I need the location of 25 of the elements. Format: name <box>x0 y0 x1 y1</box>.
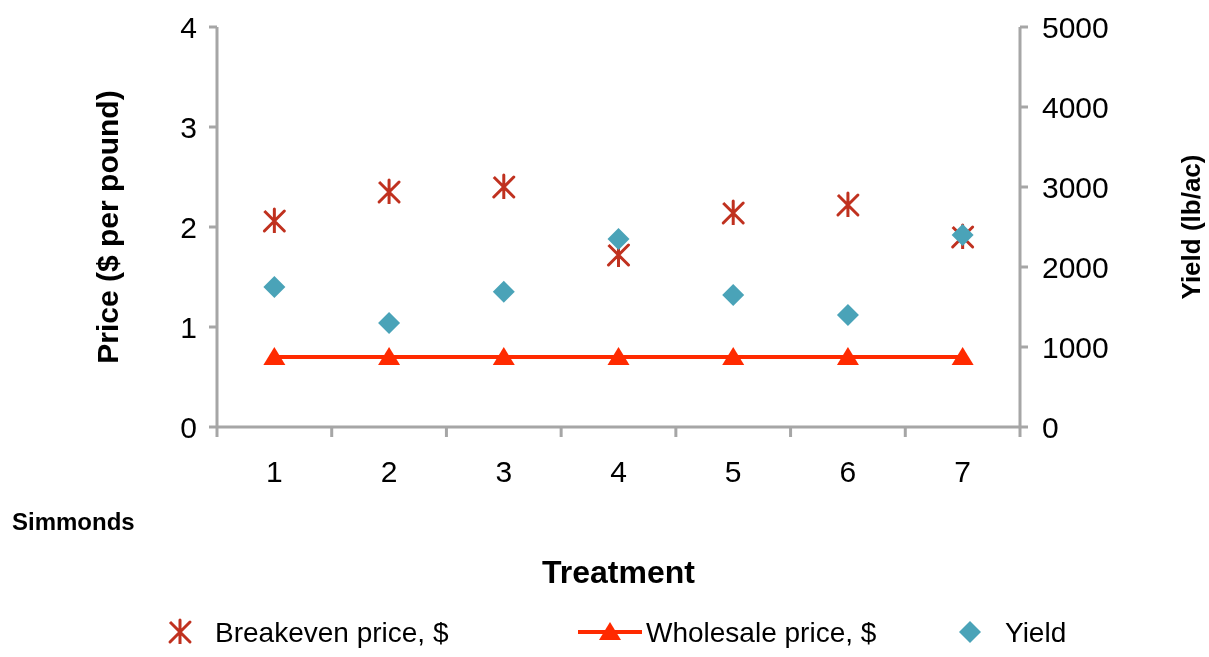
y-axis-title: Price ($ per pound) <box>91 90 124 364</box>
y2-tick-label: 3000 <box>1042 170 1109 204</box>
x-axis-title: Treatment <box>542 554 696 590</box>
y2-axis-title: Yield (lb/ac) <box>1176 154 1206 300</box>
x-tick-label: 6 <box>839 455 857 488</box>
y2-tick-label: 0 <box>1042 410 1059 444</box>
x-tick-label: 3 <box>495 455 513 488</box>
y2-tick-label: 2000 <box>1042 250 1109 284</box>
x-tick-label: 5 <box>724 455 742 488</box>
x-tick-label: 4 <box>610 455 627 488</box>
legend-label: Yield <box>1005 616 1067 648</box>
y-tick-label: 1 <box>180 310 197 344</box>
x-tick-label: 2 <box>380 455 398 488</box>
x-tick-label: 1 <box>266 455 283 488</box>
y-tick-label: 2 <box>180 210 197 244</box>
y2-tick-label: 4000 <box>1042 90 1109 124</box>
legend-label: Breakeven price, $ <box>215 616 449 648</box>
y-tick-label: 3 <box>180 110 197 144</box>
y2-tick-label: 1000 <box>1042 330 1109 364</box>
x-tick-label: 7 <box>954 455 971 488</box>
y-tick-label: 4 <box>180 10 197 44</box>
y2-tick-label: 5000 <box>1042 10 1109 44</box>
legend-label: Wholesale price, $ <box>646 616 877 648</box>
text: Simmonds <box>12 508 135 535</box>
y-tick-label: 0 <box>180 410 197 444</box>
